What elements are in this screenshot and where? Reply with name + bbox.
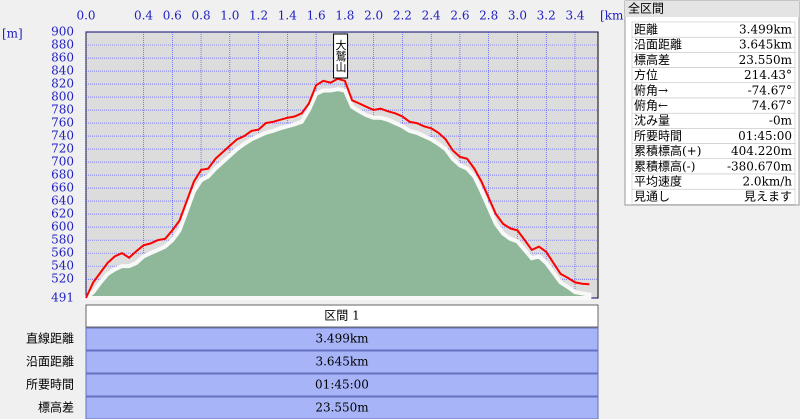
y-tick-label: 680 [51, 168, 74, 182]
y-tick-label: 720 [51, 142, 74, 156]
summary-label: 俯角→ [634, 82, 668, 97]
summary-value: 23.550m [739, 53, 793, 67]
summary-value: 見えます [744, 190, 792, 204]
y-tick-label: 620 [51, 207, 74, 221]
y-tick-label: 820 [51, 77, 74, 91]
y-tick-label: 660 [51, 181, 74, 195]
summary-value: 3.645km [739, 38, 793, 52]
y-tick-label: 780 [51, 103, 74, 117]
x-tick-label: 0.0 [76, 9, 95, 23]
summary-value: 3.499km [739, 23, 793, 37]
summary-row [631, 188, 796, 205]
y-tick-label: 740 [51, 129, 74, 143]
section-header [85, 304, 599, 328]
x-tick-label: 0.6 [163, 9, 182, 23]
x-tick-label: 1.0 [220, 9, 239, 23]
summary-label: 標高差 [634, 52, 670, 67]
summary-label: 沿面距離 [634, 38, 682, 52]
section-row [85, 396, 599, 419]
summary-title-bar [625, 1, 799, 17]
x-tick-label: 3.0 [508, 9, 527, 23]
section-value: 01:45:00 [315, 378, 369, 392]
y-tick-label: 520 [51, 272, 74, 286]
section-row [85, 373, 599, 397]
section-value: 3.645km [315, 355, 369, 369]
summary-label: 所要時間 [634, 129, 682, 143]
section-row [85, 350, 599, 374]
y-tick-label: 540 [51, 259, 74, 273]
y-tick-label: 491 [51, 291, 74, 305]
summary-value: -74.67° [748, 83, 792, 97]
x-tick-label: 2.6 [450, 9, 469, 23]
landmark-box [333, 33, 349, 79]
section-value: 3.499km [315, 332, 369, 346]
section-label: 所要時間 [26, 378, 74, 392]
section-value: 23.550m [315, 401, 369, 415]
summary-label: 沈み量 [634, 113, 670, 128]
summary-label: 累積標高(-) [634, 158, 695, 173]
x-tick-label: 3.2 [537, 9, 556, 23]
x-tick-label: 0.8 [192, 9, 211, 23]
x-unit: [km] [600, 9, 628, 23]
summary-label: 方位 [634, 67, 658, 82]
summary-value: 214.43° [744, 68, 792, 82]
y-tick-label: 580 [51, 233, 74, 247]
y-tick-label: 560 [51, 246, 74, 260]
summary-value: 01:45:00 [738, 129, 792, 143]
summary-label: 累積標高(+) [634, 143, 701, 158]
summary-value: 74.67° [752, 99, 792, 113]
x-tick-label: 2.0 [364, 9, 383, 23]
summary-value: 404.220m [731, 144, 793, 158]
y-tick-label: 800 [51, 90, 74, 104]
x-tick-label: 1.8 [335, 9, 354, 23]
x-tick-label: 2.4 [422, 9, 441, 23]
x-tick-label: 1.4 [278, 9, 297, 23]
section-label: 直線距離 [26, 331, 74, 346]
landmark-label: 大鷲山 [334, 38, 347, 72]
y-tick-label: 880 [51, 38, 74, 52]
x-tick-label: 1.2 [249, 9, 268, 23]
y-tick-label: 900 [51, 25, 74, 39]
y-tick-label: 840 [51, 64, 74, 78]
x-tick-label: 3.4 [565, 9, 584, 23]
section-title: 区間 1 [324, 309, 359, 323]
y-tick-label: 760 [51, 116, 74, 130]
summary-value: -380.670m [727, 159, 793, 173]
x-tick-label: 2.2 [393, 9, 412, 23]
terrain-area [80, 87, 592, 300]
x-tick-label: 2.8 [479, 9, 498, 23]
summary-label: 見通し [634, 190, 670, 204]
y-unit: [m] [2, 27, 23, 41]
summary-label: 俯角← [634, 98, 668, 113]
route-line [85, 77, 590, 299]
section-label: 標高差 [38, 400, 74, 415]
summary-title: 全区間 [628, 1, 664, 16]
x-tick-label: 0.4 [134, 9, 153, 23]
y-tick-label: 700 [51, 155, 74, 169]
section-label: 沿面距離 [26, 355, 74, 369]
y-tick-label: 640 [51, 194, 74, 208]
section-row [85, 327, 599, 351]
summary-value: -0m [769, 114, 793, 128]
summary-label: 距離 [634, 23, 658, 37]
summary-value: 2.0km/h [742, 175, 792, 189]
y-tick-label: 860 [51, 51, 74, 65]
y-tick-label: 600 [51, 220, 74, 234]
summary-label: 平均速度 [634, 174, 682, 189]
x-tick-label: 1.6 [307, 9, 326, 23]
